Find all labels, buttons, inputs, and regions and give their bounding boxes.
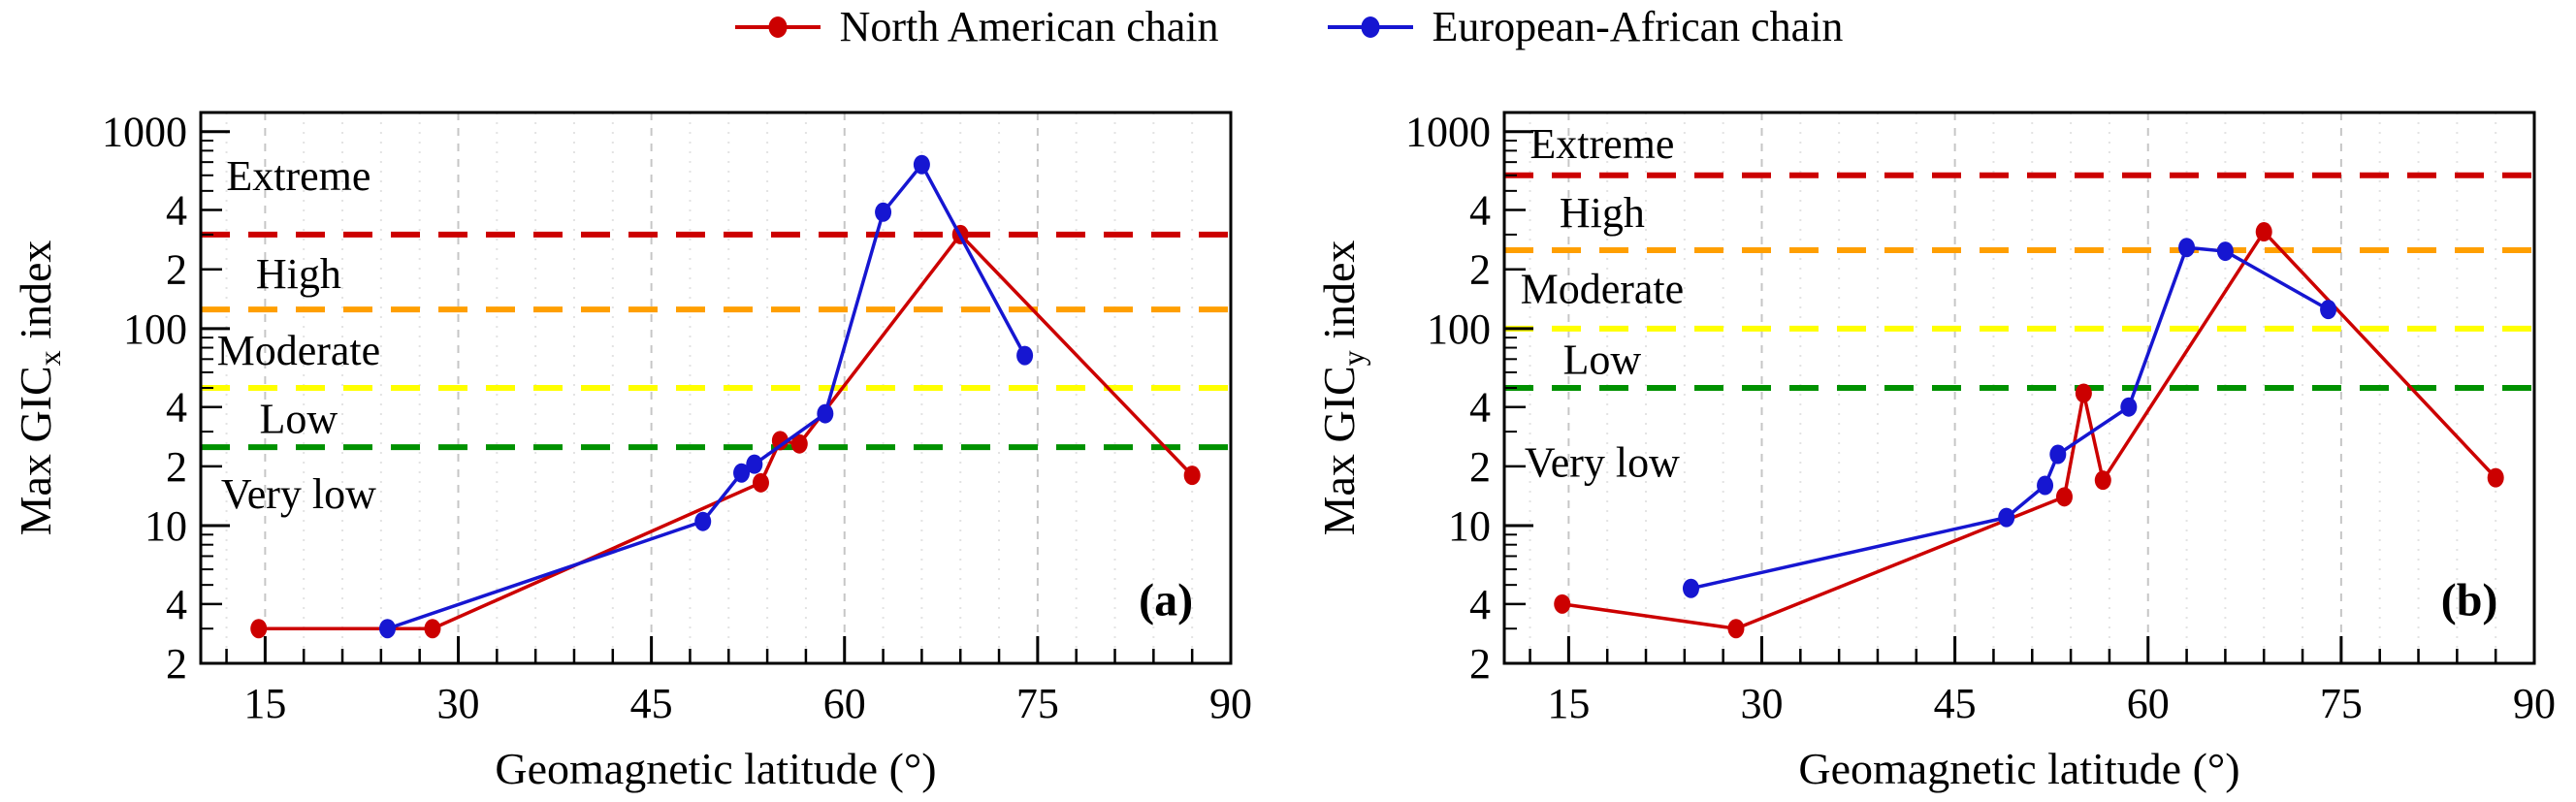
- zone-label-low: Low: [260, 395, 338, 442]
- data-point: [771, 431, 789, 451]
- x-tick-label: 30: [437, 680, 480, 727]
- legend: North American chain European-African ch…: [0, 2, 2576, 51]
- zone-label-high: High: [1560, 189, 1645, 237]
- y-tick-label: 100: [1427, 305, 1491, 353]
- x-tick-label: 60: [823, 680, 866, 727]
- series-line: [1562, 229, 2497, 631]
- series-line: [1690, 245, 2330, 591]
- data-point: [2178, 238, 2196, 258]
- x-tick-label: 75: [1016, 680, 1059, 727]
- legend-label: European-African chain: [1432, 3, 1844, 50]
- series-line: [386, 161, 1027, 630]
- zone-label-extreme: Extreme: [226, 152, 370, 200]
- series-line: [258, 232, 1194, 630]
- data-point: [1998, 507, 2015, 528]
- y-tick-label: 4: [166, 187, 187, 235]
- x-tick-label: 45: [630, 680, 673, 727]
- data-point: [2487, 467, 2504, 488]
- legend-item-european-african: European-African chain: [1326, 2, 1844, 51]
- x-tick-label: 90: [1209, 680, 1252, 727]
- y-tick-label: 2: [1469, 640, 1491, 688]
- plot-panel-a: 15 30 45 60 75 90 1000 4 2 100 4 2 10 4 2 Extreme High Mo…: [102, 109, 1252, 727]
- data-point: [1682, 578, 1699, 598]
- zone-label-high: High: [256, 250, 341, 298]
- data-point: [694, 511, 712, 531]
- data-point: [424, 619, 441, 639]
- data-point: [1554, 593, 1571, 614]
- x-tick-label: 75: [2320, 680, 2363, 727]
- x-tick-label: 45: [1934, 680, 1977, 727]
- x-tick-label: 15: [243, 680, 286, 727]
- panel-label: (b): [2441, 575, 2498, 626]
- y-tick-label: 4: [1469, 187, 1491, 235]
- data-point: [2320, 300, 2337, 320]
- y-tick-label: 100: [123, 305, 187, 353]
- x-tick-label: 90: [2513, 680, 2556, 727]
- data-point: [817, 403, 834, 424]
- data-point: [2216, 241, 2234, 262]
- data-point: [2075, 383, 2092, 403]
- data-point: [1016, 345, 1034, 366]
- zone-label-low: Low: [1563, 336, 1642, 383]
- y-tick-label: 2: [1469, 246, 1491, 294]
- data-point: [1183, 465, 1201, 486]
- data-point: [2049, 444, 2067, 465]
- plot-panel-b: 15 30 45 60 75 90 1000 4 2 100 4 2 10 4 2 Extreme High Mo…: [1405, 109, 2556, 727]
- data-point: [746, 454, 763, 474]
- y-tick-label: 4: [1469, 581, 1491, 628]
- zone-label-moderate: Moderate: [1521, 265, 1685, 312]
- line-dot-marker-icon: [1327, 16, 1413, 38]
- zone-label-extreme: Extreme: [1530, 120, 1674, 168]
- zone-label-very-low: Very low: [1525, 439, 1680, 487]
- y-tick-label: 1000: [102, 109, 187, 156]
- x-tick-label: 30: [1741, 680, 1784, 727]
- zone-label-moderate: Moderate: [217, 327, 381, 374]
- data-point: [250, 619, 268, 639]
- x-tick-label: 15: [1547, 680, 1590, 727]
- y-tick-label: 2: [1469, 443, 1491, 491]
- data-point: [913, 154, 930, 175]
- y-tick-label: 2: [166, 246, 187, 294]
- x-axis-title-b: Geomagnetic latitude (°): [1798, 744, 2240, 793]
- data-point: [1727, 619, 1745, 639]
- data-point: [2120, 397, 2138, 417]
- y-tick-label: 4: [166, 384, 187, 432]
- y-tick-label: 4: [166, 581, 187, 628]
- data-point: [875, 202, 892, 222]
- data-point: [752, 472, 769, 493]
- data-point: [733, 463, 751, 483]
- line-dot-marker-icon: [734, 16, 821, 38]
- data-point: [378, 619, 396, 639]
- y-tick-label: 4: [1469, 384, 1491, 432]
- x-tick-label: 60: [2127, 680, 2170, 727]
- data-point: [2255, 222, 2272, 242]
- y-tick-label: 10: [1448, 502, 1491, 550]
- data-point: [2037, 475, 2054, 496]
- panel-label: (a): [1139, 575, 1193, 626]
- y-tick-label: 2: [166, 640, 187, 688]
- y-tick-label: 1000: [1405, 109, 1491, 156]
- data-point: [2094, 470, 2111, 491]
- legend-label: North American chain: [839, 3, 1219, 50]
- data-point: [2055, 487, 2073, 507]
- zone-label-very-low: Very low: [221, 470, 376, 518]
- y-tick-label: 2: [166, 443, 187, 491]
- legend-item-north-american: North American chain: [733, 2, 1219, 51]
- data-point: [790, 433, 808, 454]
- x-axis-title-a: Geomagnetic latitude (°): [495, 744, 937, 793]
- y-tick-label: 10: [145, 502, 187, 550]
